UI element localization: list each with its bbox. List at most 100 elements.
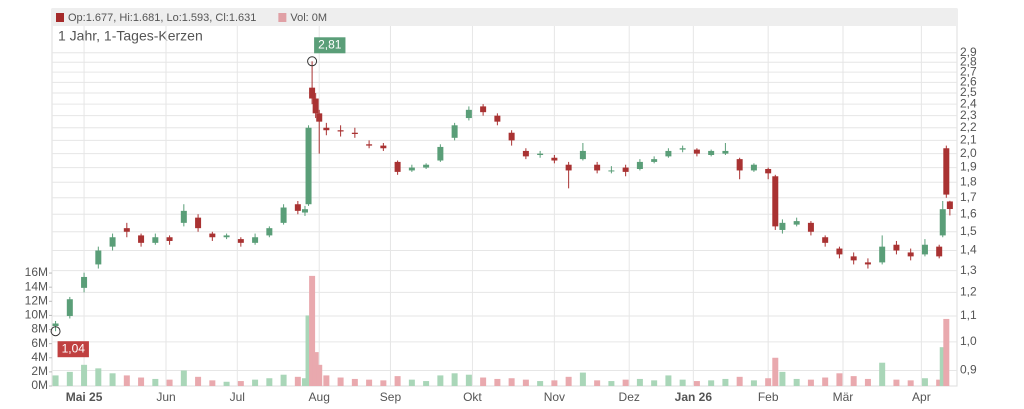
volume-bar xyxy=(708,380,715,386)
volume-bar xyxy=(309,275,316,386)
volume-bar xyxy=(665,375,672,386)
candle-body xyxy=(836,248,843,255)
candle-body xyxy=(223,235,230,238)
candle-body xyxy=(551,157,558,161)
volume-bar xyxy=(793,378,800,386)
legend-label: Op:1.677, Hi:1.681, Lo:1.593, Cl:1.631 xyxy=(68,12,256,24)
volume-bar xyxy=(772,357,779,386)
candle-body xyxy=(939,209,946,236)
y-tick-label: 2,6 xyxy=(960,75,977,89)
y2-tick-label: 0M xyxy=(31,378,48,392)
candle-body xyxy=(237,239,244,243)
volume-bar xyxy=(537,381,544,386)
x-tick-label: Nov xyxy=(544,390,565,404)
y-tick-label: 2,8 xyxy=(960,54,977,68)
volume-bar xyxy=(316,364,323,386)
y2-tick-label: 10M xyxy=(25,308,48,322)
y-tick-label: 1,9 xyxy=(960,160,977,174)
volume-bar xyxy=(480,377,487,386)
y-tick-label: 2,1 xyxy=(960,133,977,147)
candle-body xyxy=(465,109,472,119)
volume-bar xyxy=(879,362,886,386)
candle-body xyxy=(793,221,800,225)
candle-body xyxy=(765,168,772,174)
candle-body xyxy=(722,150,729,154)
volume-bar xyxy=(423,381,430,386)
x-tick-label: Jun xyxy=(156,390,175,404)
volume-bar xyxy=(822,377,829,386)
candle-body xyxy=(423,164,430,168)
volume-bar xyxy=(765,378,772,386)
y-tick-label: 2,9 xyxy=(960,45,977,59)
candle-body xyxy=(594,164,601,171)
candle-body xyxy=(608,170,615,172)
y-tick-label: 1,0 xyxy=(960,334,977,348)
candle-body xyxy=(81,276,88,288)
candle-body xyxy=(708,150,715,155)
volume-bar xyxy=(907,380,914,386)
candle-body xyxy=(736,159,743,171)
annotation-label: 2,81 xyxy=(318,37,342,51)
volume-bar xyxy=(722,378,729,386)
volume-bar xyxy=(864,378,871,386)
candle-body xyxy=(337,130,344,132)
volume-bar xyxy=(180,370,187,386)
candle-body xyxy=(309,87,316,99)
volume-bar xyxy=(579,372,586,386)
candle-body xyxy=(123,228,130,232)
volume-bar xyxy=(394,376,401,386)
legend-label: Vol: 0M xyxy=(290,12,327,24)
candle-body xyxy=(864,262,871,265)
legend-swatch xyxy=(56,13,64,22)
y2-tick-label: 12M xyxy=(25,293,48,307)
candle-body xyxy=(565,164,572,171)
candle-body xyxy=(323,127,330,131)
y-tick-label: 2,0 xyxy=(960,146,977,160)
candle-body xyxy=(294,204,301,211)
candle-body xyxy=(195,217,202,229)
candle-body xyxy=(936,246,943,257)
y2-tick-label: 16M xyxy=(25,265,48,279)
volume-bar xyxy=(109,373,116,386)
volume-bar xyxy=(522,379,529,386)
candle-body xyxy=(138,235,145,243)
candle-body xyxy=(437,146,444,161)
volume-bar xyxy=(494,378,501,386)
candle-body xyxy=(95,250,102,265)
volume-bar xyxy=(223,381,230,386)
x-tick-label: Jan 26 xyxy=(675,390,713,404)
candle-body xyxy=(946,201,953,210)
x-tick-label: Jul xyxy=(230,390,245,404)
candle-body xyxy=(921,244,928,255)
y-tick-label: 1,8 xyxy=(960,174,977,188)
volume-bar xyxy=(305,315,312,386)
candle-body xyxy=(494,115,501,122)
volume-bar xyxy=(380,380,387,386)
candle-body xyxy=(408,167,415,171)
candle-body xyxy=(166,237,173,241)
candle-body xyxy=(943,148,950,195)
annotation-marker xyxy=(307,56,318,67)
volume-bar xyxy=(252,379,259,386)
x-tick-label: Feb xyxy=(758,390,779,404)
candle-body xyxy=(280,207,287,223)
candle-body xyxy=(266,228,273,236)
candle-body xyxy=(665,150,672,157)
volume-bar xyxy=(622,379,629,386)
volume-bar xyxy=(939,347,946,386)
y2-tick-label: 2M xyxy=(31,364,48,378)
x-tick-label: Aug xyxy=(309,390,330,404)
candle-body xyxy=(879,246,886,263)
candle-body xyxy=(522,150,529,157)
volume-bar xyxy=(943,318,950,386)
x-tick-label: Dez xyxy=(619,390,640,404)
legend-bar xyxy=(52,9,957,26)
candle-body xyxy=(579,150,586,160)
volume-bar xyxy=(736,376,743,386)
volume-bar xyxy=(921,378,928,386)
y-tick-label: 2,3 xyxy=(960,108,977,122)
volume-bar xyxy=(636,378,643,386)
candle-body xyxy=(622,167,629,172)
